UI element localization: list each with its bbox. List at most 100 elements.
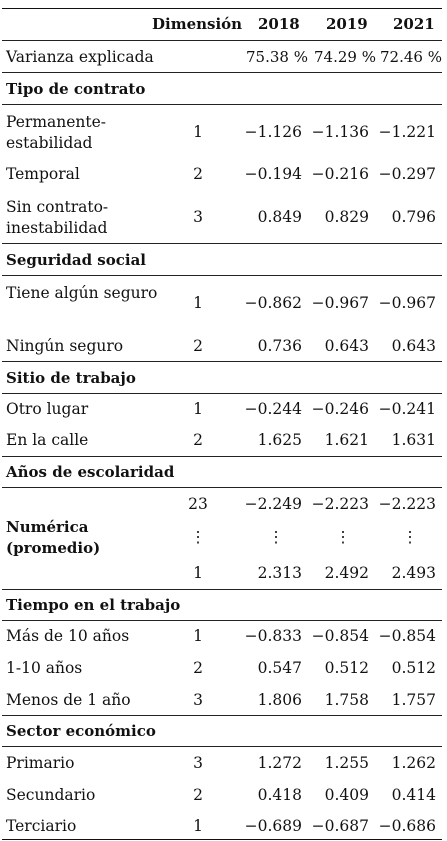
- section-rule: [2, 487, 442, 488]
- row-value-2018: 0.547: [257, 659, 302, 677]
- row-value-2021: −0.854: [378, 627, 436, 645]
- row-dim: 2: [193, 659, 203, 677]
- row-dim: 3: [193, 208, 203, 226]
- header-year-2018: 2018: [258, 15, 300, 33]
- row-value-2021: 0.796: [391, 208, 436, 226]
- row-label-1-10: 1-10 años: [6, 659, 83, 677]
- row-dim: 2: [193, 165, 203, 183]
- row-dim: 3: [193, 754, 203, 772]
- bottom-rule: [2, 839, 442, 840]
- row-value-2021: 1.262: [391, 754, 436, 772]
- ellipsis-2021: ⋮: [402, 528, 418, 546]
- row-label-primario: Primario: [6, 754, 75, 772]
- ellipsis-2018: ⋮: [268, 528, 284, 546]
- row-value-2018: 0.736: [257, 337, 302, 355]
- section-rule: [2, 243, 442, 244]
- section-title-sitio-trabajo: Sitio de trabajo: [6, 369, 136, 387]
- row-value-2018: −2.249: [244, 495, 302, 513]
- row-value-2019: −0.216: [311, 165, 369, 183]
- row-value-2019: −0.246: [311, 400, 369, 418]
- row-label-ningun-seguro: Ningún seguro: [6, 337, 124, 355]
- row-value-2018: 0.849: [257, 208, 302, 226]
- section-rule: [2, 456, 442, 457]
- row-label-tiene-seguro: Tiene algún seguro: [6, 284, 158, 302]
- row-value-2018: 1.806: [257, 691, 302, 709]
- row-value-2019: 0.829: [324, 208, 369, 226]
- row-label-permanente: Permanente-estabilidad: [6, 113, 107, 152]
- variance-2018: 75.38 %: [246, 48, 308, 66]
- row-dim: 1: [193, 817, 203, 835]
- row-label-otro-lugar: Otro lugar: [6, 400, 89, 418]
- row-dim: 1: [193, 564, 203, 582]
- variance-label: Varianza explicada: [6, 48, 154, 66]
- row-dim: 2: [193, 431, 203, 449]
- section-title-tipo-contrato: Tipo de contrato: [6, 80, 146, 98]
- section-title-escolaridad: Años de escolaridad: [6, 463, 175, 481]
- row-value-2019: −2.223: [311, 495, 369, 513]
- row-value-2021: −0.967: [378, 294, 436, 312]
- row-label-en-la-calle: En la calle: [6, 431, 89, 449]
- row-value-2021: 0.414: [391, 786, 436, 804]
- row-dim: 1: [193, 123, 203, 141]
- row-value-2021: −0.241: [378, 400, 436, 418]
- numeric-label: Numérica (promedio): [6, 518, 101, 557]
- row-value-2019: −0.967: [311, 294, 369, 312]
- row-label-sin-contrato: Sin contrato-inestabilidad: [6, 198, 109, 237]
- row-label-temporal: Temporal: [6, 165, 80, 183]
- section-rule: [2, 104, 442, 105]
- row-value-2021: −0.297: [378, 165, 436, 183]
- row-dim: 2: [193, 786, 203, 804]
- section-rule: [2, 275, 442, 276]
- row-label-secundario: Secundario: [6, 786, 96, 804]
- row-value-2021: −0.686: [378, 817, 436, 835]
- row-dim: 1: [193, 627, 203, 645]
- row-dim: 23: [188, 495, 208, 513]
- variance-2021: 72.46 %: [380, 48, 442, 66]
- section-title-seguridad-social: Seguridad social: [6, 251, 146, 269]
- top-rule: [2, 8, 442, 9]
- header-year-2019: 2019: [326, 15, 368, 33]
- row-value-2019: 2.492: [324, 564, 369, 582]
- section-title-sector-economico: Sector económico: [6, 722, 156, 740]
- row-value-2021: 0.512: [391, 659, 436, 677]
- row-label-mas-10: Más de 10 años: [6, 627, 130, 645]
- section-rule: [2, 746, 442, 747]
- row-value-2021: 2.493: [391, 564, 436, 582]
- row-value-2018: −0.194: [244, 165, 302, 183]
- row-value-2018: −0.244: [244, 400, 302, 418]
- row-value-2019: −0.687: [311, 817, 369, 835]
- header-dimension: Dimensión: [152, 15, 243, 33]
- row-value-2019: 1.255: [324, 754, 369, 772]
- header-rule: [2, 40, 442, 41]
- row-value-2019: 1.758: [324, 691, 369, 709]
- row-value-2019: −1.136: [311, 123, 369, 141]
- row-value-2018: 1.625: [257, 431, 302, 449]
- row-value-2019: 0.409: [324, 786, 369, 804]
- row-value-2021: 0.643: [391, 337, 436, 355]
- variance-2019: 74.29 %: [314, 48, 376, 66]
- row-label-menos-1: Menos de 1 año: [6, 691, 131, 709]
- row-dim: 1: [193, 400, 203, 418]
- row-value-2018: 0.418: [257, 786, 302, 804]
- row-value-2019: 0.512: [324, 659, 369, 677]
- row-value-2021: −1.221: [378, 123, 436, 141]
- section-title-tiempo-trabajo: Tiempo en el trabajo: [6, 596, 181, 614]
- header-year-2021: 2021: [393, 15, 435, 33]
- row-dim: 2: [193, 337, 203, 355]
- ellipsis-dim: ⋮: [190, 528, 206, 546]
- row-value-2021: 1.631: [391, 431, 436, 449]
- row-value-2019: 1.621: [324, 431, 369, 449]
- row-value-2018: −0.862: [244, 294, 302, 312]
- row-value-2018: −0.833: [244, 627, 302, 645]
- section-rule: [2, 589, 442, 590]
- row-value-2019: −0.854: [311, 627, 369, 645]
- section-rule: [2, 361, 442, 362]
- row-label-terciario: Terciario: [6, 817, 77, 835]
- row-value-2021: 1.757: [391, 691, 436, 709]
- row-value-2018: −1.126: [244, 123, 302, 141]
- row-value-2018: 1.272: [257, 754, 302, 772]
- row-value-2018: 2.313: [257, 564, 302, 582]
- row-value-2019: 0.643: [324, 337, 369, 355]
- section-rule: [2, 715, 442, 716]
- variance-rule: [2, 72, 442, 73]
